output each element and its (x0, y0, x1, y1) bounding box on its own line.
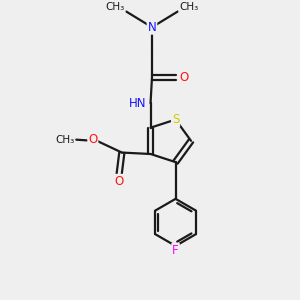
Text: F: F (172, 244, 179, 257)
Text: O: O (179, 71, 188, 84)
Text: O: O (88, 133, 98, 146)
Text: CH₃: CH₃ (179, 2, 199, 12)
Text: O: O (114, 175, 124, 188)
Text: S: S (172, 113, 179, 126)
Text: CH₃: CH₃ (55, 135, 74, 145)
Text: CH₃: CH₃ (106, 2, 125, 12)
Text: HN: HN (129, 97, 146, 110)
Text: N: N (148, 21, 156, 34)
